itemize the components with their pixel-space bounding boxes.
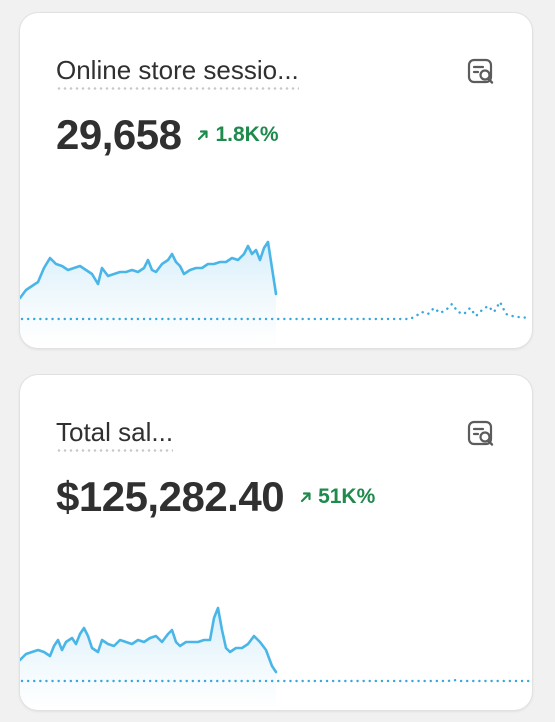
comparison-line — [20, 299, 532, 321]
sparkline-line — [20, 240, 278, 300]
change-value: 51K% — [318, 485, 376, 508]
change-badge: 1.8K% — [197, 123, 279, 147]
sales-sparkline-chart — [20, 606, 532, 710]
metric-value: $125,282.40 — [56, 473, 285, 520]
change-badge: 51K% — [300, 485, 375, 509]
arrow-up-right-icon — [198, 130, 209, 141]
explore-search-icon[interactable] — [464, 55, 498, 89]
metric-value: 29,658 — [56, 111, 182, 158]
metric-row: $125,282.40 51K% — [56, 473, 375, 521]
sparkline-area — [20, 242, 276, 348]
change-value: 1.8K% — [215, 123, 279, 146]
comparison-line — [20, 678, 532, 683]
card-header: Total sal... — [56, 417, 498, 457]
sparkline-area — [20, 608, 276, 710]
metric-card-total-sales[interactable]: Total sal... $125,282.40 51K% — [20, 375, 532, 710]
card-title[interactable]: Online store sessio... — [56, 55, 299, 90]
card-header: Online store sessio... — [56, 55, 498, 95]
arrow-up-right-icon — [300, 492, 311, 503]
sessions-sparkline-chart — [20, 240, 532, 348]
explore-search-icon[interactable] — [464, 417, 498, 451]
card-title[interactable]: Total sal... — [56, 417, 174, 452]
sparkline-line — [20, 606, 278, 674]
metric-row: 29,658 1.8K% — [56, 111, 279, 159]
metric-card-online-store-sessions[interactable]: Online store sessio... 29,658 1.8K% — [20, 13, 532, 348]
